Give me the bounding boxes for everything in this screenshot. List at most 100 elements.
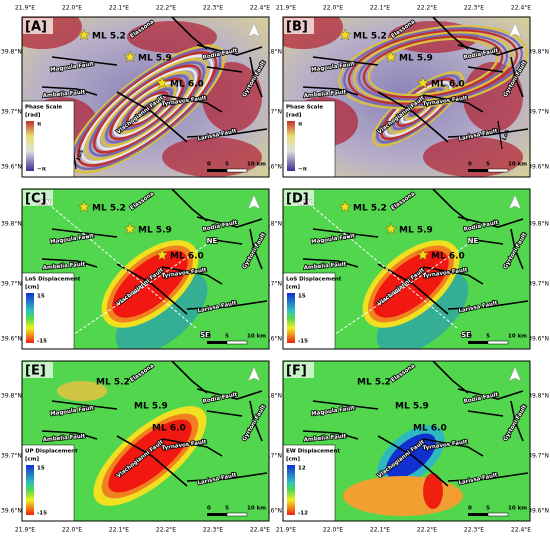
legend-title: Phase Scale [286, 105, 323, 111]
scale-label: 5 [486, 506, 490, 512]
fault-line [447, 128, 529, 138]
event-label: ML 5.9 [138, 226, 172, 236]
legend-min: −π [37, 167, 47, 173]
fault-line [302, 86, 359, 96]
epicenter [416, 76, 430, 89]
legend: Phase Scale [rad] π −π [283, 100, 336, 177]
scale-label: 10 km [247, 334, 266, 340]
fringe [121, 87, 173, 131]
fault-line [171, 17, 208, 50]
core [108, 419, 192, 493]
event-label: ML 5.2 [92, 204, 126, 214]
lat-label: 39.7°N [528, 109, 549, 116]
core [423, 473, 443, 509]
legend-title: UP Displacement [25, 449, 78, 455]
north-arrow [247, 366, 261, 382]
panel-label: [E] [25, 364, 46, 379]
legend: LoS Displacement [cm] 15 -15 [283, 272, 342, 349]
fault-line [447, 472, 529, 482]
label-bg [23, 18, 53, 34]
fault-line [447, 300, 529, 310]
scale-bar [207, 169, 227, 172]
lat-label: 39.7°N [528, 281, 549, 288]
scale-bar [226, 512, 248, 517]
legend-unit: [cm] [25, 457, 40, 463]
scale-label: 0 [207, 334, 211, 340]
scale-label: 10 km [247, 162, 266, 168]
lon-label: 22.3°E [464, 527, 484, 534]
event-label: ML 6.0 [170, 252, 204, 262]
core [373, 250, 449, 318]
fault-line [41, 430, 98, 440]
scale-bar [226, 168, 248, 173]
epicenter [77, 200, 91, 213]
fringe [362, 35, 504, 99]
lat-label: 39.6°N [261, 164, 282, 171]
panel-frame [282, 188, 531, 350]
legend-bar [287, 293, 295, 343]
fringe [357, 33, 509, 101]
scale-label: 10 km [247, 506, 266, 512]
scale-label: 5 [225, 162, 229, 168]
epicenter [338, 28, 352, 41]
label-bg [23, 190, 53, 206]
fringe [92, 64, 202, 154]
legend-unit: [cm] [25, 285, 40, 291]
scale-bar [226, 340, 248, 345]
fault-line [467, 410, 504, 417]
event-label: ML 6.0 [413, 424, 447, 434]
scale-label: 0 [207, 162, 211, 168]
profile-label: SE [200, 331, 210, 339]
fault-line [196, 388, 263, 400]
lat-label: 39.8°N [1, 221, 22, 228]
epicenter [155, 248, 169, 261]
fault-label: Ambelia Fault [304, 90, 347, 100]
lon-label: 22.2°E [417, 527, 437, 534]
legend: UP Displacement [cm] 15 -15 [22, 444, 78, 521]
deformation [101, 240, 208, 349]
fault-label: Ambelia Fault [304, 434, 347, 444]
lat-label: 39.6°N [1, 164, 22, 171]
fault-line [249, 400, 263, 442]
decorrelation [127, 21, 217, 53]
decorrelation [162, 137, 262, 177]
lon-label: 22.1°E [370, 5, 390, 12]
epicenter [384, 222, 398, 235]
los-label: LoS [502, 129, 511, 142]
label-bg [23, 362, 53, 378]
event-label: ML 5.2 [353, 32, 387, 42]
legend-min: -15 [37, 339, 47, 345]
lon-label: 22.2°E [156, 5, 176, 12]
panel-label: [B] [286, 20, 308, 35]
fault-line [377, 435, 449, 487]
panel-label: [A] [25, 20, 47, 35]
core [386, 433, 436, 479]
lat-label: 39.8°N [528, 49, 549, 56]
fault-line [206, 66, 243, 73]
fringe [367, 37, 499, 97]
north-arrow [508, 22, 522, 38]
fault-line [422, 438, 484, 457]
legend: EW Displacement [cm] 12 -12 [283, 444, 340, 521]
fault-line [432, 361, 469, 394]
fault-line [186, 472, 268, 482]
uplift [376, 272, 469, 349]
lon-label: 22.1°E [370, 527, 390, 534]
fault-line [510, 56, 524, 98]
legend-min: −π [298, 167, 308, 173]
lat-label: 39.7°N [261, 281, 282, 288]
fault-line [312, 400, 379, 410]
lon-label: 22.2°E [156, 527, 176, 534]
scale-label: 5 [486, 334, 490, 340]
fault-line [196, 44, 263, 56]
deformation [93, 406, 207, 506]
panel-frame [21, 16, 270, 178]
fault-line [186, 300, 268, 310]
halo [343, 476, 463, 516]
uplift [115, 272, 208, 349]
scale-label: 0 [468, 334, 472, 340]
